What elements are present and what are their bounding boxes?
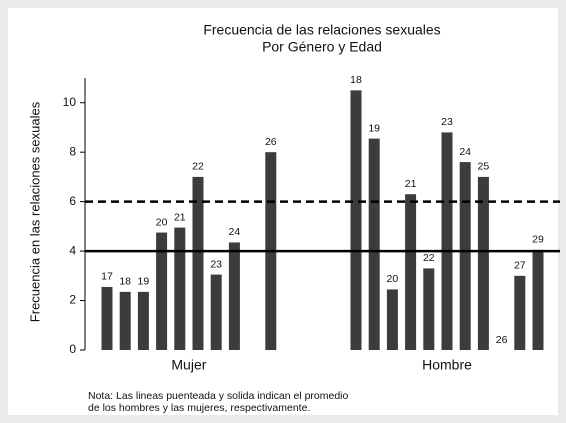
bar — [156, 232, 168, 350]
value-label: 17 — [101, 271, 113, 283]
value-label: 24 — [229, 226, 241, 238]
value-label: 25 — [478, 161, 490, 173]
value-label: 19 — [138, 276, 150, 288]
bar — [477, 176, 489, 350]
y-tick-label: 10 — [63, 95, 77, 109]
group-label: Hombre — [422, 357, 472, 373]
bar — [228, 242, 240, 350]
value-label: 22 — [192, 161, 204, 173]
bar — [192, 176, 204, 350]
value-label: 19 — [368, 122, 380, 134]
y-tick-label: 4 — [69, 243, 76, 257]
value-label: 20 — [387, 273, 399, 285]
value-label: 26 — [265, 136, 277, 148]
value-label: 26 — [496, 334, 508, 346]
value-label: 21 — [405, 178, 417, 190]
y-axis-title: Frecuencia en las relaciones sexuales — [27, 101, 42, 322]
chart-subtitle: Por Género y Edad — [262, 39, 382, 55]
bar — [119, 291, 131, 350]
y-tick-label: 2 — [69, 293, 76, 307]
value-label: 29 — [532, 234, 544, 246]
bar — [514, 275, 526, 350]
note-line: Nota: Las lineas puenteada y solida indi… — [88, 390, 348, 402]
value-label: 22 — [423, 252, 435, 264]
bar — [101, 286, 113, 350]
y-tick-label: 8 — [69, 144, 76, 158]
y-tick-label: 6 — [69, 194, 76, 208]
bar — [532, 249, 544, 350]
value-label: 21 — [174, 211, 186, 223]
value-label: 18 — [350, 74, 362, 86]
bar — [386, 289, 398, 350]
bar — [423, 268, 435, 350]
value-label: 18 — [119, 276, 131, 288]
bar — [350, 90, 362, 350]
value-label: 23 — [441, 116, 453, 128]
bar — [405, 194, 417, 350]
group-label: Mujer — [171, 357, 206, 373]
note-line: de los hombres y las mujeres, respectiva… — [88, 402, 310, 414]
value-label: 27 — [514, 260, 526, 272]
bar — [459, 162, 471, 350]
value-label: 20 — [156, 216, 168, 228]
bar — [210, 274, 222, 350]
value-label: 23 — [210, 258, 222, 270]
bar — [174, 227, 186, 350]
y-tick-label: 0 — [69, 342, 76, 356]
bar — [137, 291, 149, 350]
panel — [8, 8, 558, 415]
bar — [441, 132, 453, 350]
value-label: 24 — [459, 146, 471, 158]
chart-title: Frecuencia de las relaciones sexuales — [203, 22, 440, 38]
bar — [368, 138, 380, 350]
